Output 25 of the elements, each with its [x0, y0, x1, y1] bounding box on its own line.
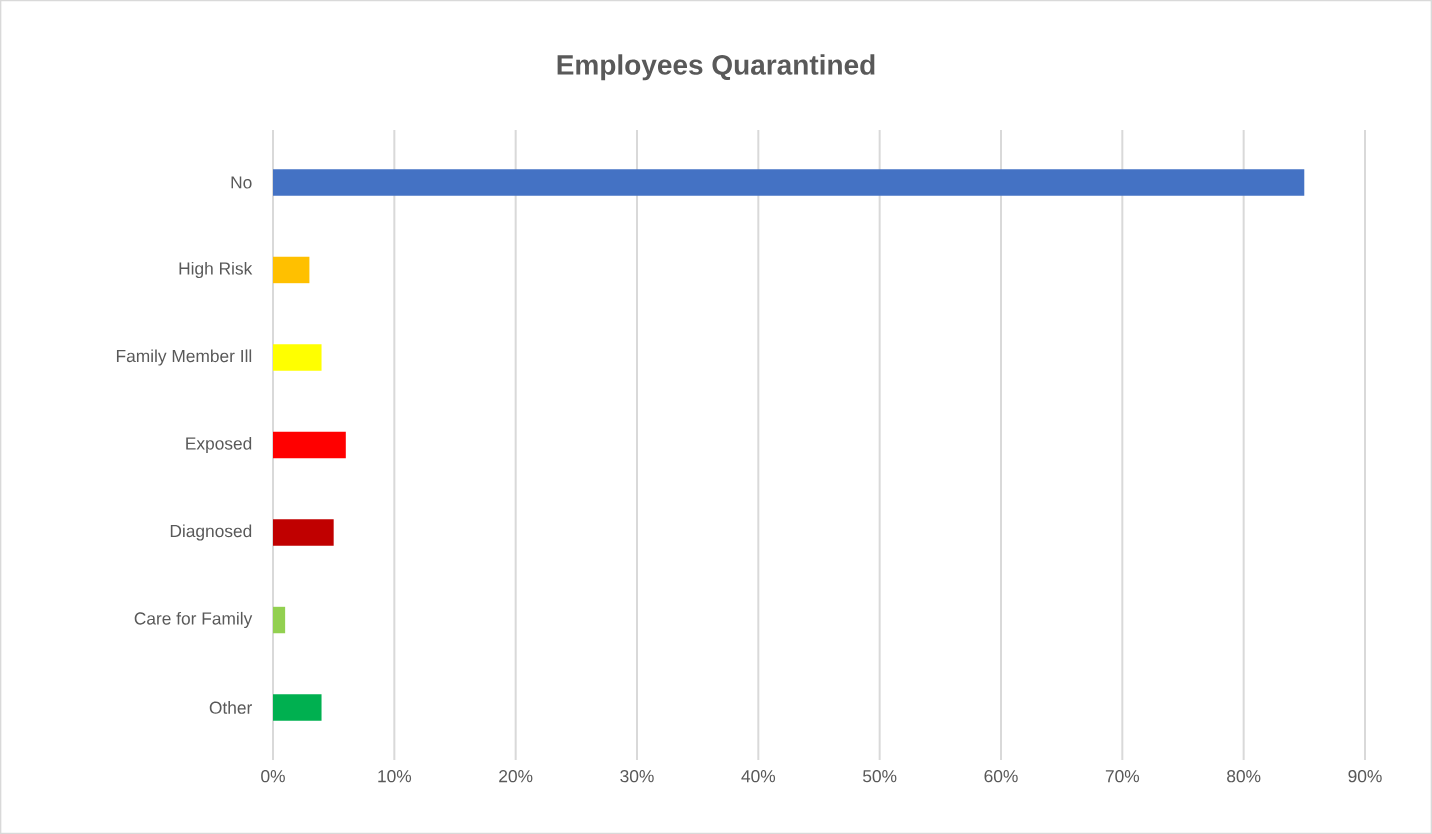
bar [273, 169, 1305, 196]
y-tick-label: Family Member Ill [116, 349, 252, 366]
y-tick-label: Care for Family [134, 611, 253, 629]
x-tick-label: 10% [378, 770, 412, 783]
y-tick-label: Other [209, 701, 252, 714]
bar [273, 606, 286, 634]
x-tick-label: 80% [1227, 770, 1261, 783]
y-tick-label: Diagnosed [170, 524, 252, 541]
x-tick-label: 20% [499, 770, 533, 783]
x-tick-label: 50% [863, 770, 897, 783]
y-tick-label: High Risk [179, 261, 253, 279]
chart-title: Employees Quarantined [557, 54, 875, 81]
bar [273, 519, 334, 546]
bar [273, 344, 322, 371]
x-tick-label: 40% [741, 770, 776, 783]
y-tick-label: No [231, 176, 252, 189]
x-tick-label: 70% [1105, 770, 1140, 783]
x-tick-label: 0% [261, 770, 285, 783]
x-tick-label: 30% [620, 770, 654, 783]
x-tick-label: 60% [984, 770, 1018, 783]
x-tick-label: 90% [1348, 770, 1382, 783]
bar [273, 694, 322, 721]
bar [273, 431, 346, 459]
bar [273, 256, 310, 284]
y-tick-label: Exposed [186, 436, 252, 454]
